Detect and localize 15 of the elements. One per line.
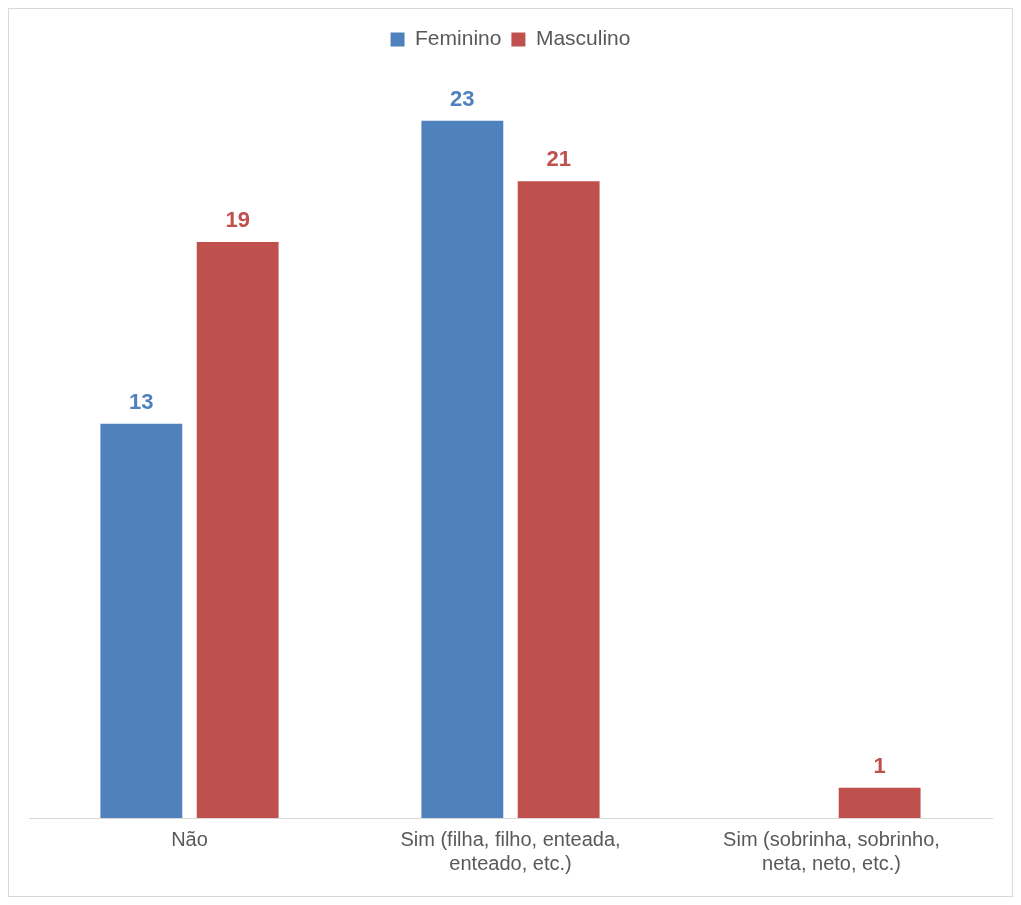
bar: [196, 241, 279, 818]
data-label: 21: [546, 146, 571, 172]
x-tick-label: Sim (filha, filho, enteada, enteado, etc.): [400, 827, 621, 874]
bar: [517, 181, 600, 818]
bar: [421, 120, 504, 818]
data-label: 13: [129, 388, 154, 414]
data-label: 23: [450, 85, 475, 111]
bar: [838, 787, 921, 818]
bar: [100, 423, 183, 818]
legend-label: Feminino: [415, 26, 502, 50]
data-label: 1: [873, 752, 886, 778]
x-tick-label: Sim (sobrinha, sobrinho, neta, neto, etc.): [723, 827, 940, 874]
x-tick-label: Não: [171, 827, 208, 850]
legend-label: Masculino: [535, 26, 631, 50]
data-label: 19: [225, 206, 250, 232]
